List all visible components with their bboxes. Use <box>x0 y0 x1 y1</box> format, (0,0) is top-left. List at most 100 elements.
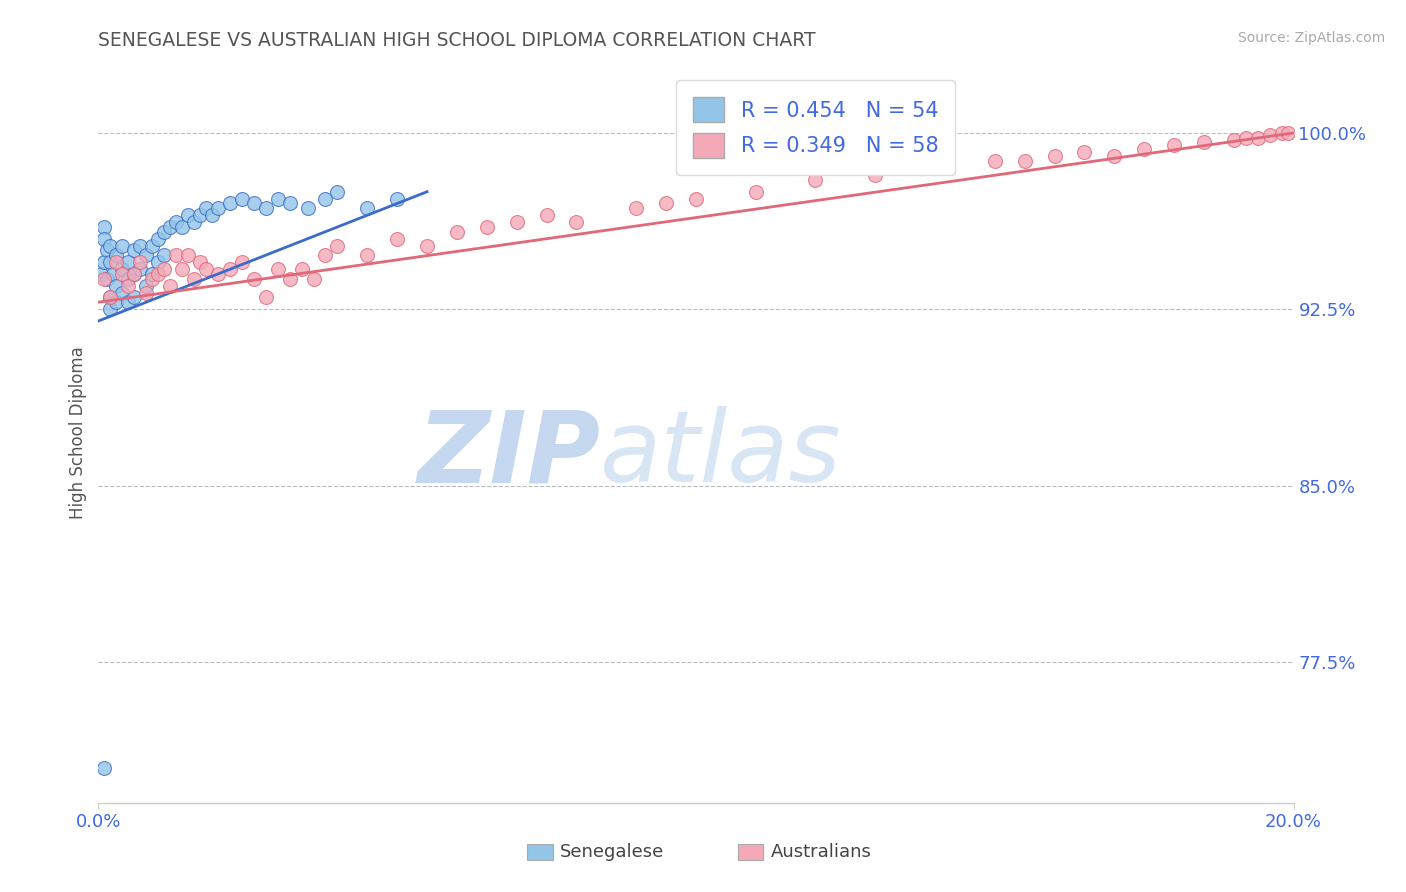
Point <box>93 271 115 285</box>
Point <box>183 271 205 285</box>
Y-axis label: High School Diploma: High School Diploma <box>69 346 87 519</box>
Point <box>1133 142 1156 156</box>
Point <box>195 262 218 277</box>
Point <box>201 208 224 222</box>
Text: Senegalese: Senegalese <box>560 843 664 861</box>
Point <box>278 271 301 285</box>
Point <box>124 267 146 281</box>
Point <box>98 255 122 269</box>
Point <box>924 161 946 176</box>
Point <box>111 285 134 300</box>
Point <box>135 248 157 262</box>
Point <box>1043 149 1066 163</box>
Point <box>745 185 768 199</box>
Point <box>385 192 409 206</box>
Point <box>385 232 409 246</box>
Point <box>141 239 163 253</box>
Point <box>536 208 558 222</box>
Point <box>111 267 134 281</box>
Point <box>153 248 176 262</box>
Point <box>865 168 887 182</box>
Point <box>1192 136 1215 150</box>
Point <box>1247 130 1270 145</box>
Point <box>93 760 115 774</box>
Point <box>1223 133 1246 147</box>
Point <box>165 248 187 262</box>
Point <box>135 278 157 293</box>
Point <box>148 255 170 269</box>
Point <box>1234 130 1257 145</box>
Point <box>129 262 152 277</box>
Point <box>655 196 678 211</box>
Point <box>124 267 146 281</box>
Point <box>267 262 290 277</box>
Point <box>188 255 211 269</box>
Point <box>105 295 128 310</box>
Point <box>278 196 301 211</box>
Point <box>135 285 157 300</box>
Point <box>243 271 266 285</box>
Point <box>148 232 170 246</box>
Point <box>159 219 181 234</box>
Point <box>98 290 122 304</box>
Point <box>1104 149 1126 163</box>
Point <box>129 255 152 269</box>
Point <box>159 278 181 293</box>
Point <box>105 278 128 293</box>
Point <box>165 215 187 229</box>
Text: ZIP: ZIP <box>418 407 600 503</box>
Text: Source: ZipAtlas.com: Source: ZipAtlas.com <box>1237 31 1385 45</box>
Point <box>267 192 290 206</box>
Point <box>98 239 122 253</box>
Point <box>96 244 118 258</box>
Point <box>219 262 242 277</box>
Point <box>148 267 170 281</box>
Point <box>172 262 194 277</box>
Point <box>254 201 277 215</box>
Point <box>117 295 139 310</box>
Point <box>96 271 118 285</box>
Point <box>1271 126 1294 140</box>
Point <box>111 239 134 253</box>
Point <box>1163 137 1185 152</box>
Point <box>356 248 378 262</box>
Point <box>446 225 468 239</box>
Point <box>172 219 194 234</box>
Point <box>117 278 139 293</box>
Point <box>207 267 229 281</box>
Point <box>98 290 122 304</box>
Text: Australians: Australians <box>770 843 872 861</box>
Point <box>195 201 218 215</box>
Point <box>153 262 176 277</box>
Point <box>93 255 115 269</box>
Point <box>103 267 125 281</box>
Point <box>565 215 588 229</box>
Point <box>506 215 529 229</box>
Point <box>93 232 115 246</box>
Point <box>98 302 122 317</box>
Text: atlas: atlas <box>600 407 842 503</box>
Point <box>804 173 827 187</box>
Point <box>177 248 200 262</box>
Point <box>243 196 266 211</box>
Point <box>416 239 439 253</box>
Point <box>105 248 128 262</box>
Point <box>315 192 337 206</box>
Point <box>93 219 115 234</box>
Point <box>231 255 253 269</box>
Point <box>177 208 200 222</box>
Point <box>124 244 146 258</box>
Point <box>231 192 253 206</box>
Point <box>111 262 134 277</box>
Point <box>141 271 163 285</box>
Point <box>1277 126 1299 140</box>
Point <box>1073 145 1095 159</box>
Point <box>326 185 349 199</box>
Point <box>475 219 498 234</box>
Point <box>207 201 229 215</box>
Point <box>356 201 378 215</box>
Point <box>326 239 349 253</box>
Point <box>219 196 242 211</box>
Point <box>984 154 1007 169</box>
Legend: R = 0.454   N = 54, R = 0.349   N = 58: R = 0.454 N = 54, R = 0.349 N = 58 <box>676 80 955 175</box>
